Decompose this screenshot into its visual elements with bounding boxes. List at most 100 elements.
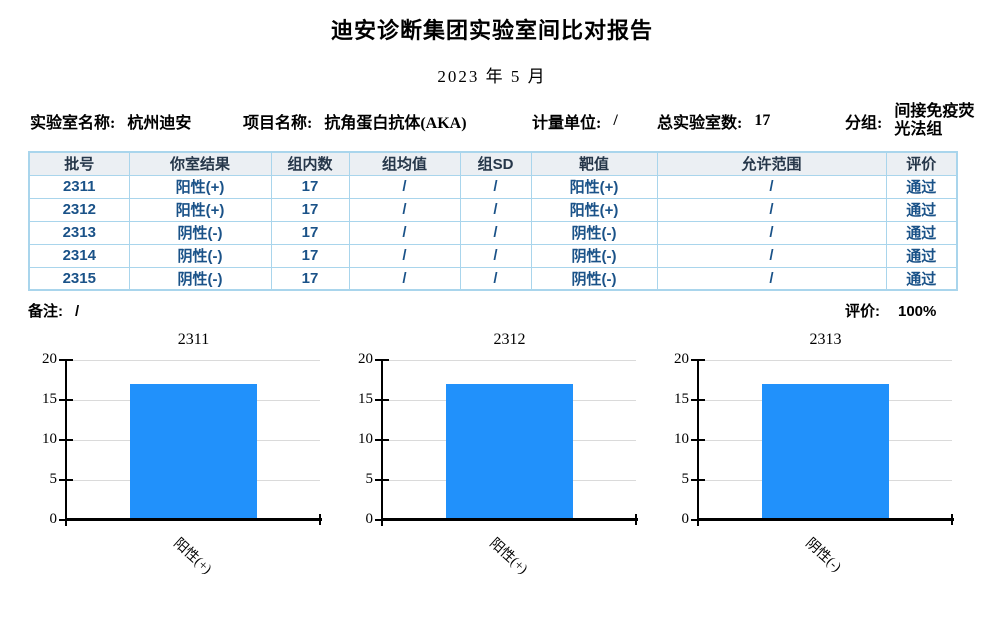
y-tick-label: 0 bbox=[365, 511, 374, 527]
x-tick-label: 阴性(-) bbox=[802, 535, 844, 576]
chart-plot-area: 0 5 10 15 20 阳性(+) bbox=[42, 352, 322, 577]
report-info-row: 实验室名称: 杭州迪安 项目名称: 抗角蛋白抗体(AKA) 计量单位: / 总实验室数: 17… bbox=[0, 97, 984, 145]
table-cell: 2312 bbox=[28, 197, 130, 222]
chart-plot-area: 0 5 10 15 20 阳性(+) bbox=[358, 352, 638, 577]
results-table: 批号 你室结果 组内数 组均值 组SD 靶值 允许范围 评价 2311 阳性(+) 17// 阳性(… bbox=[28, 151, 958, 291]
y-tick-label: 10 bbox=[358, 431, 373, 447]
info-field-label: 分组: bbox=[845, 115, 883, 132]
y-axis bbox=[697, 359, 699, 526]
table-cell: 阴性(-) bbox=[530, 243, 658, 268]
info-field-value: 17 bbox=[754, 112, 771, 129]
table-cell: 通过 bbox=[885, 174, 958, 199]
info-field-label: 实验室名称: bbox=[30, 115, 116, 132]
table-cell: / bbox=[656, 220, 887, 245]
y-tick-label: 15 bbox=[358, 391, 373, 407]
bar bbox=[130, 384, 257, 520]
y-tick-label: 10 bbox=[674, 431, 689, 447]
info-field-value: 间接免疫荧光法组 bbox=[894, 102, 975, 138]
column-header: 靶值 bbox=[530, 151, 658, 176]
report-title: 迪安诊断集团实验室间比对报告 bbox=[330, 18, 653, 43]
table-cell: 17 bbox=[270, 266, 350, 291]
table-cell: 2311 bbox=[28, 174, 130, 199]
gridline bbox=[383, 360, 636, 361]
table-row: 2315 阴性(-) 17// 阴性(-) / 通过 bbox=[28, 266, 958, 291]
info-field: 分组: 间接免疫荧光法组 bbox=[845, 97, 976, 145]
y-tick-label: 5 bbox=[681, 471, 690, 487]
table-cell: 阳性(+) bbox=[530, 197, 658, 222]
chart-plot-area: 0 5 10 15 20 阴性(-) bbox=[674, 352, 954, 575]
table-cell: 通过 bbox=[885, 243, 958, 268]
column-header: 组SD bbox=[459, 151, 532, 176]
x-axis-end-tick bbox=[319, 514, 321, 525]
table-cell: 17 bbox=[270, 174, 350, 199]
table-cell: / bbox=[656, 197, 887, 222]
y-tick-label: 20 bbox=[42, 351, 57, 367]
table-cell: 2313 bbox=[28, 220, 130, 245]
summary-row: 备注: / 评价: 100% bbox=[0, 297, 984, 323]
y-tick-label: 0 bbox=[49, 511, 58, 527]
x-axis bbox=[381, 518, 638, 521]
x-axis-end-tick bbox=[635, 514, 637, 525]
note-label: 备注: bbox=[28, 303, 63, 320]
y-tick-label: 20 bbox=[358, 351, 373, 367]
table-cell: 通过 bbox=[885, 266, 958, 291]
table-header-row: 批号 你室结果 组内数 组均值 组SD 靶值 允许范围 评价 bbox=[28, 151, 958, 176]
report-date: 2023 年 5 月 bbox=[437, 67, 547, 86]
table-cell: / bbox=[348, 220, 461, 245]
y-tick-label: 10 bbox=[42, 431, 57, 447]
x-tick-label: 阳性(+) bbox=[486, 535, 531, 578]
y-tick-label: 0 bbox=[681, 511, 690, 527]
table-cell: / bbox=[348, 266, 461, 291]
chart-title: 2312 bbox=[493, 331, 526, 348]
evaluation-field: 评价: 100% bbox=[845, 300, 936, 321]
table-cell: / bbox=[459, 174, 532, 199]
info-field: 项目名称: 抗角蛋白抗体(AKA) bbox=[243, 97, 467, 145]
table-cell: 阳性(+) bbox=[128, 197, 272, 222]
table-cell: 阳性(+) bbox=[530, 174, 658, 199]
y-tick-label: 5 bbox=[365, 471, 374, 487]
info-field-label: 总实验室数: bbox=[657, 115, 743, 132]
table-row: 2313 阴性(-) 17// 阴性(-) / 通过 bbox=[28, 220, 958, 245]
x-tick-label: 阳性(+) bbox=[170, 535, 215, 578]
table-cell: / bbox=[459, 220, 532, 245]
info-field: 实验室名称: 杭州迪安 bbox=[30, 97, 191, 145]
y-tick-label: 20 bbox=[674, 351, 689, 367]
table-cell: 通过 bbox=[885, 197, 958, 222]
bar bbox=[762, 384, 889, 520]
y-tick-label: 15 bbox=[42, 391, 57, 407]
table-cell: 阴性(-) bbox=[530, 266, 658, 291]
table-cell: / bbox=[348, 174, 461, 199]
table-cell: 阴性(-) bbox=[530, 220, 658, 245]
table-row: 2311 阳性(+) 17// 阳性(+) / 通过 bbox=[28, 174, 958, 199]
column-header: 组内数 bbox=[270, 151, 350, 176]
bar-charts-row: 2311 0 5 10 15 20 阳性(+) 2312 0 5 10 15 20 阳性(+) 2313 0 5… bbox=[27, 331, 984, 577]
column-header: 允许范围 bbox=[656, 151, 887, 176]
table-cell: 阴性(-) bbox=[128, 266, 272, 291]
table-cell: 通过 bbox=[885, 220, 958, 245]
table-cell: / bbox=[348, 243, 461, 268]
table-row: 2314 阴性(-) 17// 阴性(-) / 通过 bbox=[28, 243, 958, 268]
column-header: 评价 bbox=[885, 151, 958, 176]
chart-title: 2313 bbox=[809, 331, 842, 348]
table-cell: 17 bbox=[270, 220, 350, 245]
bar bbox=[446, 384, 573, 520]
evaluation-label: 评价: bbox=[845, 303, 880, 320]
table-cell: 阳性(+) bbox=[128, 174, 272, 199]
y-axis bbox=[381, 359, 383, 526]
table-cell: 17 bbox=[270, 243, 350, 268]
x-axis-end-tick bbox=[951, 514, 953, 525]
evaluation-value: 100% bbox=[898, 303, 937, 320]
gridline bbox=[67, 360, 320, 361]
bar-chart: 2312 0 5 10 15 20 阳性(+) bbox=[343, 331, 646, 577]
column-header: 批号 bbox=[28, 151, 130, 176]
info-field-label: 计量单位: bbox=[532, 115, 602, 132]
x-axis bbox=[65, 518, 322, 521]
table-cell: / bbox=[656, 266, 887, 291]
table-cell: / bbox=[348, 197, 461, 222]
x-axis bbox=[697, 518, 954, 521]
info-field-value: 抗角蛋白抗体(AKA) bbox=[324, 115, 467, 132]
table-cell: 2315 bbox=[28, 266, 130, 291]
info-field: 计量单位: / bbox=[532, 97, 618, 145]
bar-chart: 2313 0 5 10 15 20 阴性(-) bbox=[659, 331, 962, 575]
